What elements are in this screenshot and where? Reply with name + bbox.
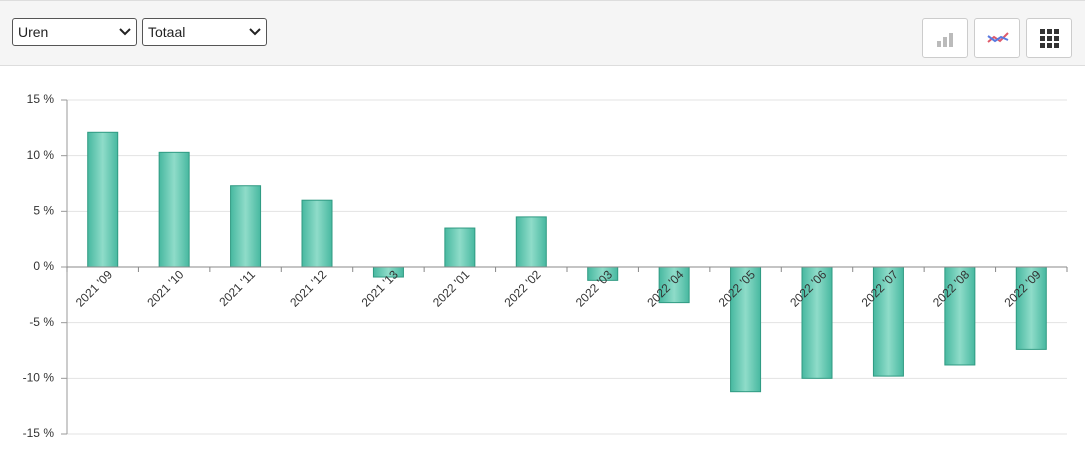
- chart: -15 % -10 % -5 % 0 % 5 % 10 % 15 % 2021 '09 2021…: [23, 92, 1068, 440]
- x-tick-label: 2022 '01: [430, 267, 472, 309]
- y-tick-label: 15 %: [27, 92, 55, 106]
- bar: [444, 227, 476, 268]
- y-tick-label: 5 %: [33, 204, 54, 218]
- table-view-button[interactable]: [1026, 18, 1072, 58]
- scope-select[interactable]: Totaal: [142, 18, 267, 46]
- bar: [230, 185, 262, 268]
- bar: [301, 199, 333, 268]
- bar: [515, 216, 547, 268]
- select-text: Totaal: [148, 24, 186, 40]
- y-tick-label: -10 %: [23, 371, 55, 385]
- x-tick-label: 2022 '02: [501, 267, 543, 309]
- x-tick-label: 2021 '09: [73, 267, 115, 309]
- line-view-button[interactable]: [974, 18, 1020, 58]
- y-tick-label: 0 %: [33, 259, 54, 273]
- y-tick-label: -5 %: [29, 315, 54, 329]
- x-tick-label: 2021 '10: [144, 267, 186, 309]
- bar: [730, 266, 762, 393]
- grid-icon: [1040, 29, 1059, 48]
- chevron: [119, 28, 131, 36]
- line-icon: [987, 32, 1009, 43]
- x-tick-label: 2021 '12: [287, 267, 329, 309]
- y-tick-label: 10 %: [27, 148, 55, 162]
- bar: [158, 151, 190, 268]
- chevron: [249, 28, 261, 36]
- y-tick-label: -15 %: [23, 426, 55, 440]
- bar: [87, 131, 119, 268]
- select-text: Uren: [18, 24, 49, 40]
- unit-select[interactable]: Uren: [12, 18, 137, 46]
- bar: [801, 266, 833, 379]
- bar: [658, 266, 690, 304]
- toolbar: Uren Totaal: [0, 0, 1085, 66]
- bar-icon: [937, 33, 953, 47]
- x-tick-label: 2021 '11: [216, 267, 258, 309]
- bar-view-button[interactable]: [922, 18, 968, 58]
